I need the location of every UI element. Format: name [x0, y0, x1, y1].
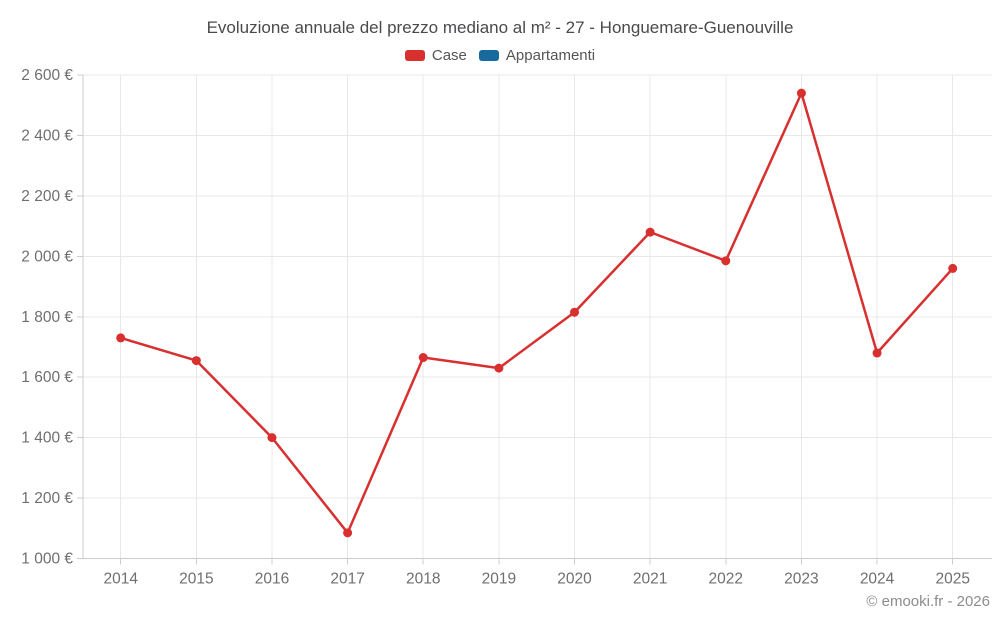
case-series-swatch-icon	[404, 50, 425, 61]
legend-item-case[interactable]: Case	[404, 47, 467, 64]
y-tick-label: 1 200 €	[21, 490, 73, 507]
x-tick-label: 2021	[633, 571, 667, 588]
y-tick-label: 1 400 €	[21, 430, 73, 447]
case-data-point-2021[interactable]	[645, 227, 655, 237]
x-tick-label: 2023	[784, 571, 818, 588]
appartamenti-series-swatch-icon	[478, 50, 499, 61]
case-data-point-2016[interactable]	[267, 433, 277, 443]
case-data-point-2015[interactable]	[191, 356, 201, 366]
case-data-point-2023[interactable]	[796, 88, 806, 98]
x-tick-label: 2020	[557, 571, 592, 588]
legend-label-appartamenti: Appartamenti	[505, 47, 596, 64]
case-data-point-2019[interactable]	[494, 363, 504, 373]
legend-label-case: Case	[431, 47, 467, 64]
y-tick-label: 1 000 €	[21, 551, 73, 568]
y-tick-label: 2 400 €	[21, 127, 73, 144]
legend-item-appartamenti[interactable]: Appartamenti	[478, 47, 596, 64]
chart-header: Evoluzione annuale del prezzo mediano al…	[0, 0, 1000, 64]
case-series-line	[119, 91, 954, 535]
case-data-point-2020[interactable]	[570, 307, 580, 317]
x-tick-label: 2022	[709, 571, 743, 588]
y-tick-label: 2 600 €	[21, 67, 73, 84]
y-tick-label: 1 600 €	[21, 369, 73, 386]
case-data-point-2022[interactable]	[721, 256, 731, 266]
x-tick-label: 2017	[330, 571, 364, 588]
case-data-point-2018[interactable]	[418, 353, 428, 363]
chart-legend: Case Appartamenti	[0, 47, 1000, 64]
copyright-text: © emooki.fr - 2026	[866, 593, 990, 610]
x-tick-label: 2016	[255, 571, 289, 588]
x-tick-label: 2015	[179, 571, 213, 588]
x-tick-label: 2014	[103, 571, 138, 588]
y-tick-label: 2 200 €	[21, 188, 73, 205]
y-tick-label: 1 800 €	[21, 309, 73, 326]
x-tick-label: 2019	[482, 571, 516, 588]
y-tick-label: 2 000 €	[21, 248, 73, 265]
x-tick-label: 2018	[406, 571, 440, 588]
x-tick-label: 2024	[860, 571, 895, 588]
case-data-point-2024[interactable]	[872, 348, 882, 358]
case-data-point-2014[interactable]	[116, 333, 126, 343]
case-data-point-2025[interactable]	[948, 263, 958, 273]
x-tick-label: 2025	[935, 571, 969, 588]
case-data-point-2017[interactable]	[343, 528, 353, 538]
chart-title: Evoluzione annuale del prezzo mediano al…	[206, 18, 794, 37]
